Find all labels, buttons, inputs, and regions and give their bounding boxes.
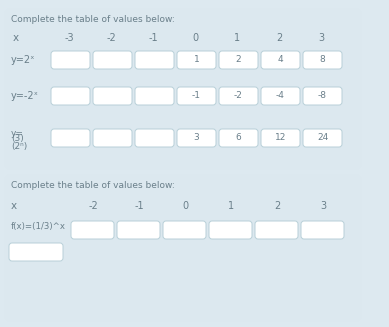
FancyBboxPatch shape <box>303 129 342 147</box>
FancyBboxPatch shape <box>51 87 90 105</box>
FancyBboxPatch shape <box>219 129 258 147</box>
Text: x: x <box>13 33 19 43</box>
FancyBboxPatch shape <box>4 174 362 322</box>
Text: (3): (3) <box>11 134 24 144</box>
FancyBboxPatch shape <box>9 243 63 261</box>
Text: -2: -2 <box>234 92 243 100</box>
Text: 2: 2 <box>236 56 241 64</box>
Text: 6: 6 <box>236 133 242 143</box>
FancyBboxPatch shape <box>135 87 174 105</box>
Text: 1: 1 <box>194 56 200 64</box>
Text: 2: 2 <box>276 33 282 43</box>
FancyBboxPatch shape <box>255 221 298 239</box>
Text: 1: 1 <box>234 33 240 43</box>
FancyBboxPatch shape <box>177 87 216 105</box>
FancyBboxPatch shape <box>135 129 174 147</box>
FancyBboxPatch shape <box>163 221 206 239</box>
Text: Complete the table of values below:: Complete the table of values below: <box>11 181 175 190</box>
Text: 4: 4 <box>278 56 283 64</box>
Text: 1: 1 <box>228 201 234 211</box>
FancyBboxPatch shape <box>177 51 216 69</box>
FancyBboxPatch shape <box>219 87 258 105</box>
Text: y=: y= <box>11 129 24 137</box>
Text: 8: 8 <box>320 56 325 64</box>
Text: 24: 24 <box>317 133 328 143</box>
FancyBboxPatch shape <box>117 221 160 239</box>
Text: 12: 12 <box>275 133 286 143</box>
Text: 0: 0 <box>182 201 188 211</box>
Text: -1: -1 <box>148 33 158 43</box>
Text: 3: 3 <box>194 133 200 143</box>
Text: -8: -8 <box>318 92 327 100</box>
Text: -4: -4 <box>276 92 285 100</box>
FancyBboxPatch shape <box>209 221 252 239</box>
Text: 3: 3 <box>320 201 326 211</box>
FancyBboxPatch shape <box>303 87 342 105</box>
Text: y=2ˣ: y=2ˣ <box>11 55 35 65</box>
FancyBboxPatch shape <box>93 129 132 147</box>
FancyBboxPatch shape <box>261 51 300 69</box>
Text: -1: -1 <box>134 201 144 211</box>
Text: Complete the table of values below:: Complete the table of values below: <box>11 15 175 24</box>
FancyBboxPatch shape <box>71 221 114 239</box>
Text: -2: -2 <box>88 201 98 211</box>
FancyBboxPatch shape <box>4 8 362 170</box>
Text: 0: 0 <box>192 33 198 43</box>
FancyBboxPatch shape <box>261 129 300 147</box>
FancyBboxPatch shape <box>51 51 90 69</box>
FancyBboxPatch shape <box>261 87 300 105</box>
Text: f(x)=(1/3)^x: f(x)=(1/3)^x <box>11 222 66 232</box>
FancyBboxPatch shape <box>135 51 174 69</box>
Text: -3: -3 <box>64 33 74 43</box>
FancyBboxPatch shape <box>301 221 344 239</box>
FancyBboxPatch shape <box>303 51 342 69</box>
Text: 3: 3 <box>318 33 324 43</box>
Text: y=-2ˣ: y=-2ˣ <box>11 91 39 101</box>
Text: (2ⁿ): (2ⁿ) <box>11 142 27 150</box>
Text: -1: -1 <box>192 92 201 100</box>
FancyBboxPatch shape <box>93 51 132 69</box>
Text: 2: 2 <box>274 201 280 211</box>
FancyBboxPatch shape <box>177 129 216 147</box>
Text: -2: -2 <box>106 33 116 43</box>
FancyBboxPatch shape <box>93 87 132 105</box>
Text: x: x <box>11 201 17 211</box>
FancyBboxPatch shape <box>219 51 258 69</box>
FancyBboxPatch shape <box>51 129 90 147</box>
